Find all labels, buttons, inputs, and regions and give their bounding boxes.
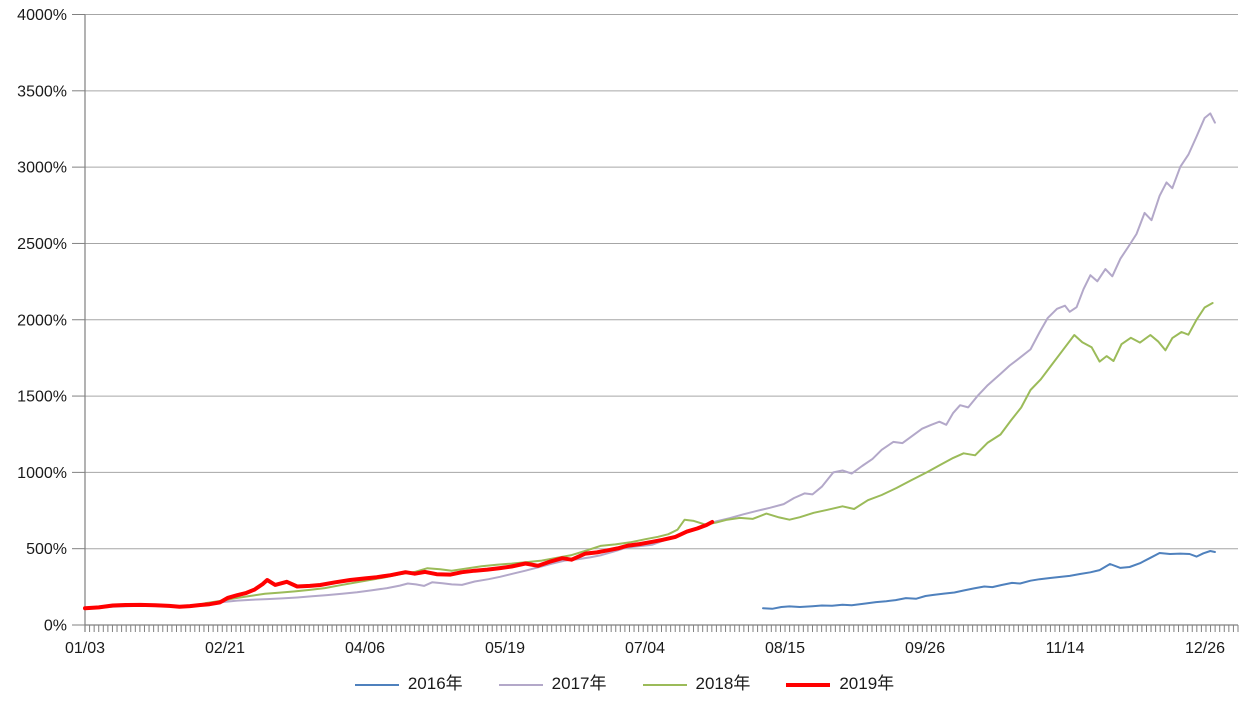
legend-item-2016[interactable]: 2016年 [354,674,463,694]
legend-swatch-2019 [786,682,831,687]
x-axis-label: 02/21 [205,640,245,657]
x-axis-label: 08/15 [765,640,805,657]
legend-item-2018[interactable]: 2018年 [642,674,751,694]
series-line-2017[interactable] [84,112,1216,610]
legend-swatch-2018 [642,683,687,686]
y-axis-label: 500% [26,541,67,558]
legend-swatch-2016 [354,683,399,686]
x-axis-label: 09/26 [905,640,945,657]
legend-label-2019: 2019年 [839,674,895,693]
x-axis-label: 01/03 [65,640,105,657]
y-axis-label: 1500% [17,389,67,406]
y-axis-label: 4000% [17,7,67,24]
legend-label-2016: 2016年 [407,674,463,693]
legend-label-2017: 2017年 [551,674,607,693]
y-axis-label: 2500% [17,236,67,253]
x-axis-label: 04/06 [345,640,385,657]
y-axis-label: 3500% [17,83,67,100]
x-axis-label: 11/14 [1046,640,1085,657]
y-axis-label: 2000% [17,312,67,329]
y-axis-label: 1000% [17,465,67,482]
legend-swatch-2017 [498,683,543,686]
x-axis-label: 12/26 [1185,640,1225,657]
series-line-2016[interactable] [762,550,1216,610]
series-line-2018[interactable] [84,302,1214,610]
series-line-2019[interactable] [83,520,715,611]
legend-item-2017[interactable]: 2017年 [498,674,607,694]
legend-label-2018: 2018年 [695,674,751,693]
y-axis-label: 3000% [17,160,67,177]
legend-item-2019[interactable]: 2019年 [786,675,894,694]
chart-legend: 2016年 2017年 2018年 2019年 [0,675,1249,694]
x-axis-label: 07/04 [625,640,665,657]
y-axis-label: 0% [44,618,67,635]
x-axis-label: 05/19 [485,640,525,657]
